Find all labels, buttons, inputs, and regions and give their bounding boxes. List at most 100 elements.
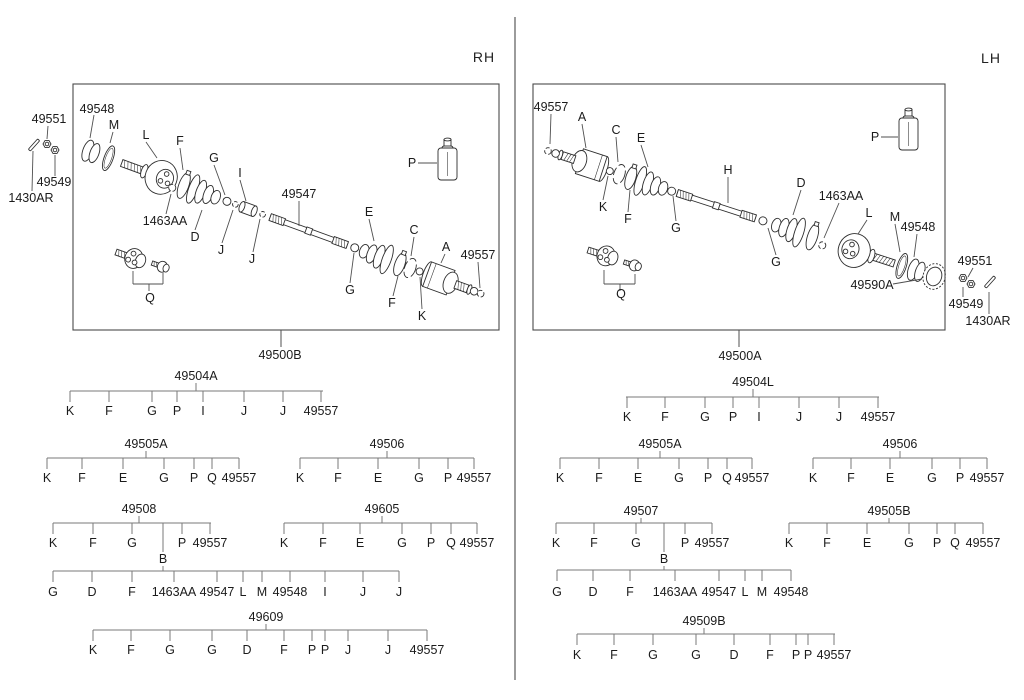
rh-tree-49609-leaf-k: K [88,642,98,657]
lh-leader-1463aa [823,202,840,239]
lh-tree-49505b-root: 49505B [867,503,911,518]
lh-tree-49505b-leaf-k: K [784,535,794,550]
lh-part-label-49549: 49549 [948,296,984,311]
rh-tree-49506-root: 49506 [369,436,405,451]
rh-tree-49605-leaf-f: F [319,535,327,550]
lh-part-label-1430ar: 1430AR [965,313,1011,328]
rh-part-label-d: D [190,229,200,244]
rh-part-label-j: J [248,251,256,266]
rh-tree-49504a-root: 49504A [174,368,218,383]
lh-tree-b-leaf-f: F [626,584,634,599]
rh-tree-49505a-leaf-e: E [118,470,128,485]
lh-tree-49505b-leaf-q: Q [950,535,960,550]
rh-tree-49609-leaf-g: G [207,642,217,657]
lh-tree-49504l-leaf-p: P [728,409,738,424]
rh-leader-j [252,218,261,253]
lh-part-label-49548: 49548 [900,219,936,234]
rh-part-label-49547: 49547 [281,186,317,201]
rh-tripod-kit-icon [112,242,172,291]
lh-part-label-49590a: 49590A [850,277,894,292]
lh-part-label-p: P [870,129,880,144]
lh-part-label-1463aa: 1463AA [818,188,864,203]
rh-tree-49505a-leaf-g: G [159,470,169,485]
lh-tree-49507-leaf-49557: 49557 [694,535,730,550]
rh-tree-49504a-leaf-j: J [240,403,248,418]
lh-tree-49504l-leaf-49557: 49557 [860,409,896,424]
rh-tree-b-leaf-l: L [239,584,247,599]
lh-tree-49507-root: 49507 [623,503,659,518]
rh-tree-49605-root: 49605 [364,501,400,516]
lh-part-label-c: C [611,122,621,137]
rh-part-label-m: M [108,117,120,132]
rh-tree-49609-leaf-p: P [307,642,317,657]
rh-part-label-49557: 49557 [460,247,496,262]
lh-tree-b-leaf-1463aa: 1463AA [652,584,698,599]
lh-leader-d [792,189,802,216]
rh-tree-49605-leaf-p: P [426,535,436,550]
lh-part-label-e: E [636,130,646,145]
lh-tree-49507-leaf-p: P [680,535,690,550]
rh-leader-i [239,179,247,202]
rh-tree-49505a-root: 49505A [124,436,168,451]
rh-part-label-f: F [176,133,184,148]
lh-tree-49509b-leaf-g: G [648,647,658,662]
rh-tree-49504a-leaf-49557: 49557 [303,403,339,418]
lh-leader-e [640,144,649,168]
lh-part-label-d: D [796,175,806,190]
lh-leader-k [602,175,609,201]
rh-tree-49609-leaf-j: J [344,642,352,657]
diagram-boxes [72,17,946,680]
rh-part-label-a: A [441,239,451,254]
lh-part-label-49551: 49551 [957,253,993,268]
rh-part-label-g: G [345,282,355,297]
rh-tree-49609-leaf-g: G [165,642,175,657]
rh-tree-49508-root: 49508 [121,501,157,516]
lh-part-label-g: G [671,220,681,235]
rh-part-label-k: K [417,308,427,323]
lh-tree-b-leaf-g: G [552,584,562,599]
rh-tree-b-leaf-i: I [323,584,327,599]
lh-tree-49509b-leaf-49557: 49557 [816,647,852,662]
rh-tree-49506-leaf-k: K [295,470,305,485]
lh-part-label-f: F [624,211,632,226]
lh-tree-49505a-leaf-49557: 49557 [734,470,770,485]
lh-tree-49509b-leaf-p: P [803,647,813,662]
rh-tree-49609-root: 49609 [248,609,284,624]
lh-part-label-m: M [889,209,901,224]
rh-clip-j-icon [232,201,239,208]
rh-tree-49504a-leaf-p: P [172,403,182,418]
lh-assembly-number: 49500A [718,348,762,363]
lh-tone-wheel-49590a-icon [922,263,946,290]
lh-tree-b-root: B [659,551,669,566]
lh-tree-b-leaf-m: M [756,584,768,599]
rh-tree-49508-leaf-49557: 49557 [192,535,228,550]
lh-tree-49509b-leaf-g: G [691,647,701,662]
rh-tree-49505a-leaf-f: F [78,470,86,485]
rh-tree-b-root: B [158,551,168,566]
rh-leader-49557 [477,261,481,289]
lh-tree-49506-leaf-k: K [808,470,818,485]
lh-part-label-l: L [865,205,873,220]
lh-tree-49509b-leaf-f: F [766,647,774,662]
lh-part-label-g: G [771,254,781,269]
rh-part-label-49548: 49548 [79,101,115,116]
lh-leader-49590a [892,278,923,285]
rh-tree-b-leaf-m: M [256,584,268,599]
rh-tree-49609-leaf-d: D [242,642,252,657]
lh-clip-1463aa-icon [818,241,827,250]
rh-tree-49508-leaf-g: G [127,535,137,550]
lh-ring-k-icon [605,167,614,176]
rh-leader-1463aa [165,193,172,215]
lh-circlip-c-icon [612,164,626,185]
lh-leader-c [615,136,619,163]
rh-assembly-number: 49500B [258,347,302,362]
rh-leader-d [194,209,203,231]
rh-tree-49504a-leaf-g: G [147,403,157,418]
rh-tree-49505a-leaf-k: K [42,470,52,485]
lh-tree-49507-leaf-g: G [631,535,641,550]
rh-tree-49609-leaf-49557: 49557 [409,642,445,657]
rh-leader-l [145,141,158,159]
